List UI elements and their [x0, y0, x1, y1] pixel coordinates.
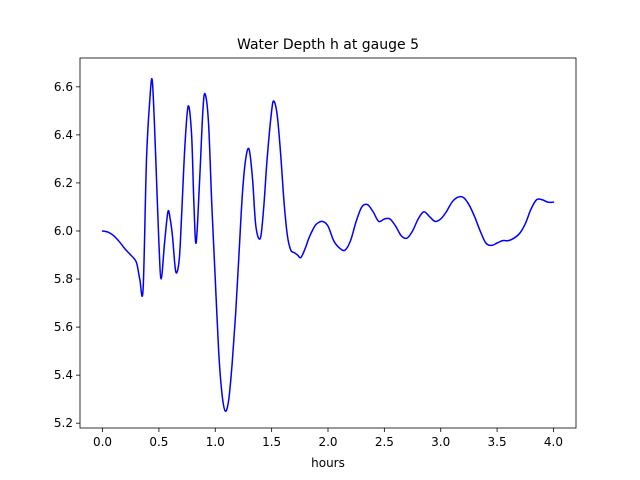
y-tick-label: 5.6	[54, 320, 73, 334]
y-axis-ticks: 5.2 5.4 5.6 5.8 6.0 6.2 6.4 6.6	[54, 80, 80, 430]
x-tick-label: 2.5	[375, 435, 394, 449]
y-tick-label: 6.6	[54, 80, 73, 94]
x-axis-label: hours	[311, 456, 345, 470]
x-tick-label: 4.0	[544, 435, 563, 449]
y-tick-label: 5.4	[54, 368, 73, 382]
x-tick-label: 1.0	[206, 435, 225, 449]
y-tick-label: 6.4	[54, 128, 73, 142]
x-tick-label: 3.0	[431, 435, 450, 449]
x-tick-label: 0.0	[93, 435, 112, 449]
x-tick-label: 2.0	[318, 435, 337, 449]
x-tick-label: 1.5	[262, 435, 281, 449]
y-tick-label: 5.8	[54, 272, 73, 286]
x-axis-ticks: 0.0 0.5 1.0 1.5 2.0 2.5 3.0 3.5 4.0	[93, 428, 563, 449]
y-tick-label: 6.0	[54, 224, 73, 238]
plot-frame	[79, 57, 577, 429]
y-tick-label: 6.2	[54, 176, 73, 190]
chart-title: Water Depth h at gauge 5	[237, 37, 419, 53]
x-tick-label: 0.5	[149, 435, 168, 449]
x-tick-label: 3.5	[488, 435, 507, 449]
series-line	[101, 78, 555, 412]
y-tick-label: 5.2	[54, 416, 73, 430]
